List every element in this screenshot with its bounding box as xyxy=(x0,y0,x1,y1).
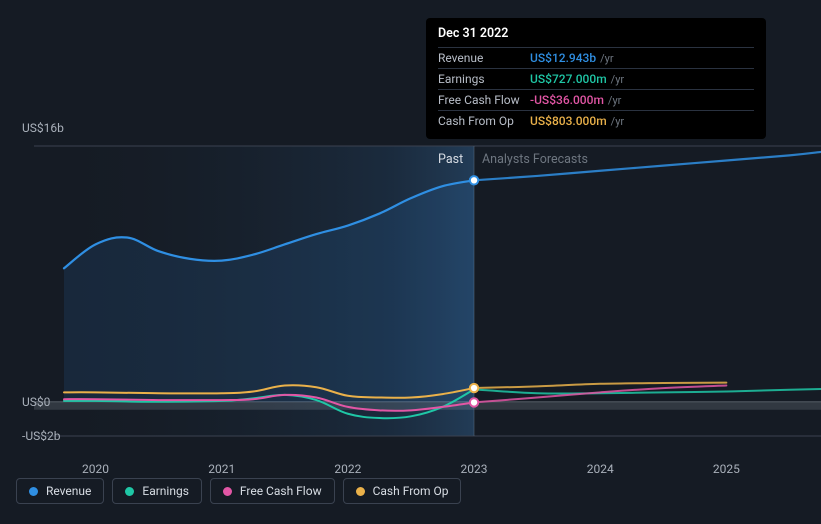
x-tick-label: 2024 xyxy=(587,462,614,476)
tooltip-row-value: US$803.000m xyxy=(530,114,607,128)
tooltip-row: Cash From OpUS$803.000m/yr xyxy=(438,110,754,131)
x-tick-label: 2020 xyxy=(82,462,109,476)
y-tick-label: -US$2b xyxy=(22,429,60,443)
chart-tooltip: Dec 31 2022 RevenueUS$12.943b/yrEarnings… xyxy=(426,18,766,139)
tooltip-row-value: -US$36.000m xyxy=(530,93,604,107)
tooltip-row-suffix: /yr xyxy=(608,94,621,107)
tooltip-row-value: US$12.943b xyxy=(530,51,596,65)
y-tick-label: US$0 xyxy=(22,395,50,409)
tooltip-row-label: Earnings xyxy=(438,72,530,86)
x-tick-label: 2021 xyxy=(208,462,235,476)
legend-item-revenue[interactable]: Revenue xyxy=(16,478,104,504)
legend-item-cash_from_op[interactable]: Cash From Op xyxy=(343,478,462,504)
legend-label: Cash From Op xyxy=(373,484,449,498)
tooltip-rows: RevenueUS$12.943b/yrEarningsUS$727.000m/… xyxy=(438,47,754,131)
chart-legend: Revenue Earnings Free Cash Flow Cash From O… xyxy=(16,478,461,504)
legend-dot-icon xyxy=(29,487,38,496)
tooltip-row: EarningsUS$727.000m/yr xyxy=(438,68,754,89)
tooltip-row-suffix: /yr xyxy=(600,52,613,65)
past-region-label: Past xyxy=(438,152,463,167)
x-tick-label: 2023 xyxy=(461,462,488,476)
legend-label: Earnings xyxy=(142,484,189,498)
x-tick-label: 2025 xyxy=(713,462,740,476)
tooltip-row-value: US$727.000m xyxy=(530,72,607,86)
legend-dot-icon xyxy=(125,487,134,496)
legend-item-free_cash_flow[interactable]: Free Cash Flow xyxy=(210,478,335,504)
y-tick-label: US$16b xyxy=(22,121,64,135)
legend-item-earnings[interactable]: Earnings xyxy=(112,478,202,504)
financial-chart: Past Analysts Forecasts US$16b US$0 -US$2b… xyxy=(16,0,805,508)
legend-label: Revenue xyxy=(46,484,91,498)
legend-dot-icon xyxy=(356,487,365,496)
legend-dot-icon xyxy=(223,487,232,496)
tooltip-row: Free Cash Flow-US$36.000m/yr xyxy=(438,89,754,110)
tooltip-row-label: Free Cash Flow xyxy=(438,93,530,107)
tooltip-date: Dec 31 2022 xyxy=(438,26,754,47)
tooltip-row-suffix: /yr xyxy=(611,73,624,86)
tooltip-row-label: Cash From Op xyxy=(438,114,530,128)
legend-label: Free Cash Flow xyxy=(240,484,322,498)
x-tick-label: 2022 xyxy=(334,462,361,476)
forecast-region-label: Analysts Forecasts xyxy=(482,152,588,167)
tooltip-row-label: Revenue xyxy=(438,51,530,65)
tooltip-row: RevenueUS$12.943b/yr xyxy=(438,47,754,68)
tooltip-row-suffix: /yr xyxy=(611,115,624,128)
